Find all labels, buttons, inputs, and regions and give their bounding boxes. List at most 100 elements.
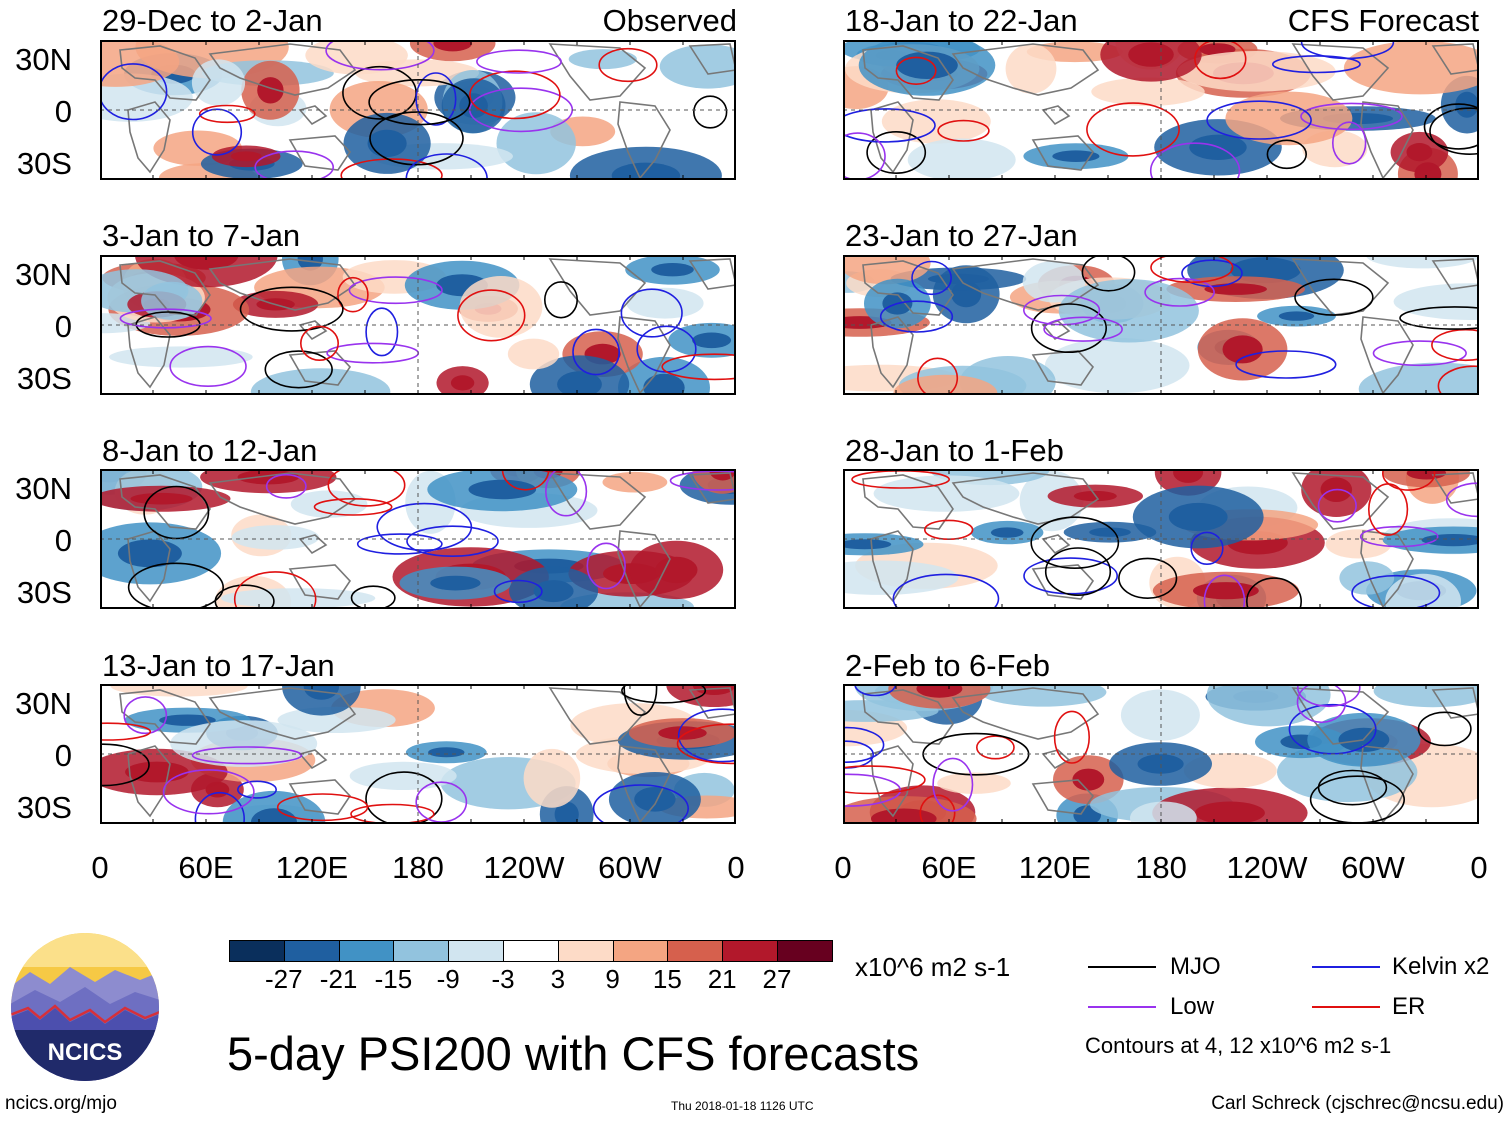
colorbar-tick-label: 21 <box>707 964 737 994</box>
wave-contour <box>1317 488 1357 523</box>
wave-contour <box>194 791 245 824</box>
footer-url[interactable]: ncics.org/mjo <box>5 1093 117 1114</box>
anomaly-shading-core <box>1194 801 1265 824</box>
wave-contour <box>917 357 959 395</box>
wave-contour <box>476 49 562 74</box>
panel-title-8: 2-Feb to 6-Feb <box>845 648 1051 683</box>
anomaly-shading-core <box>257 77 284 104</box>
wave-contour <box>586 542 626 590</box>
anomaly-shading-core <box>843 539 892 550</box>
wave-contour <box>1294 278 1374 316</box>
anomaly-shading-core <box>174 255 239 270</box>
lon-label: 120W <box>483 850 565 885</box>
wave-contour <box>369 111 464 166</box>
wave-contour <box>677 708 736 763</box>
coastline <box>288 135 352 171</box>
map-panel-1 <box>100 40 736 180</box>
colorbar-swatch <box>503 940 559 962</box>
lon-label: 60E <box>921 850 977 885</box>
observed-label: Observed <box>602 3 737 38</box>
coastline <box>208 258 357 311</box>
map-frame <box>100 684 736 824</box>
panel-title-7: 28-Jan to 1-Feb <box>845 433 1064 468</box>
wave-contour <box>1429 107 1479 155</box>
coastline <box>870 316 914 389</box>
wave-contour <box>1118 557 1178 600</box>
wave-contour <box>365 307 399 357</box>
wave-contour <box>493 579 543 604</box>
coastline <box>548 472 647 530</box>
anomaly-shading <box>1365 255 1479 269</box>
wave-contour <box>191 108 243 156</box>
lon-label: 0 <box>1470 850 1488 885</box>
map-panel-7 <box>843 469 1479 609</box>
anomaly-shading <box>843 560 959 595</box>
coastline <box>298 105 328 126</box>
anomaly-shading <box>1130 801 1197 824</box>
wave-contour <box>415 72 457 126</box>
wave-contour <box>100 722 152 741</box>
colorbar-tick-label: 3 <box>550 964 566 994</box>
coastline <box>548 687 647 745</box>
wave-contour <box>843 773 902 807</box>
wave-contour <box>265 473 307 499</box>
anomaly-shading-core <box>1278 311 1315 321</box>
wave-contour <box>919 794 956 824</box>
anomaly-shading-core <box>450 375 475 391</box>
coastline <box>617 530 671 609</box>
anomaly-shading <box>459 276 543 338</box>
wave-contour <box>143 485 210 540</box>
wave-contour <box>350 585 396 609</box>
wave-contour <box>598 47 658 83</box>
anomaly-shading <box>290 490 368 518</box>
panel-title-1: 29-Dec to 2-Jan <box>102 3 323 38</box>
wave-contour <box>1300 102 1403 131</box>
anomaly-shading-core <box>651 263 694 277</box>
coastline <box>298 534 328 555</box>
coastline <box>617 316 671 395</box>
anomaly-shading <box>937 772 1011 794</box>
anomaly-shading <box>1325 529 1392 559</box>
wave-contour <box>1271 55 1361 74</box>
coastline <box>208 43 357 96</box>
wave-contour <box>127 562 224 609</box>
coastline <box>688 43 736 75</box>
lat-label: 0 <box>54 523 72 558</box>
coastline <box>1360 316 1414 395</box>
wave-contour <box>1086 102 1180 157</box>
wave-contour <box>1030 516 1120 569</box>
coastline <box>127 101 171 174</box>
wave-contour <box>1317 769 1388 806</box>
wave-contour <box>843 726 885 763</box>
anomaly-shading-core <box>433 40 472 52</box>
wave-contour <box>1235 350 1337 379</box>
map-panel-5 <box>843 40 1479 180</box>
anomaly-shading-core <box>159 714 216 726</box>
legend-er-line <box>1312 1006 1380 1008</box>
lon-label: 60W <box>598 850 662 885</box>
coastline <box>1041 105 1071 126</box>
wave-contour <box>276 793 369 822</box>
anomaly-shading <box>568 49 637 70</box>
coastline <box>119 474 211 530</box>
anomaly-shading <box>523 748 581 808</box>
lon-label: 0 <box>727 850 745 885</box>
lon-label: 60E <box>178 850 234 885</box>
coastline <box>1041 534 1071 555</box>
anomaly-shading <box>626 287 704 319</box>
wave-contour <box>1023 557 1118 595</box>
wave-contour <box>457 289 526 342</box>
coastline <box>1291 258 1390 316</box>
anomaly-shading-core <box>692 332 732 349</box>
lat-label: 30S <box>16 146 72 181</box>
coastline <box>951 43 1100 96</box>
coastline <box>1291 472 1390 530</box>
panel-title-5: 18-Jan to 22-Jan <box>845 3 1078 38</box>
map-panel-4 <box>100 684 736 824</box>
anomaly-shading <box>191 59 246 106</box>
wave-contour <box>1382 469 1436 491</box>
wave-contour <box>356 533 443 555</box>
wave-contour <box>233 571 317 609</box>
lon-label: 180 <box>392 850 444 885</box>
lon-label: 60W <box>1341 850 1405 885</box>
